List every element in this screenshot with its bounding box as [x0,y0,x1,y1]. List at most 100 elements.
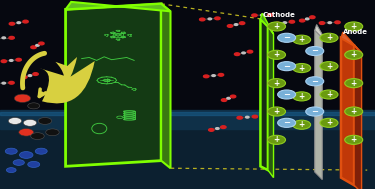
Circle shape [9,60,13,61]
Circle shape [292,92,310,101]
Circle shape [306,18,309,20]
Circle shape [14,94,31,102]
Circle shape [209,129,214,131]
Polygon shape [341,32,362,53]
Circle shape [278,90,296,99]
Circle shape [310,16,315,19]
Text: −: − [283,33,290,42]
Text: +: + [273,79,280,88]
Circle shape [306,46,324,56]
Circle shape [306,107,324,116]
Circle shape [31,46,36,49]
Circle shape [328,22,332,24]
Text: +: + [273,135,280,144]
Circle shape [267,135,285,144]
Text: +: + [298,35,305,44]
Circle shape [320,62,338,71]
Circle shape [345,107,363,116]
Text: +: + [351,135,357,144]
Text: +: + [298,120,305,129]
Circle shape [267,107,285,116]
Text: +: + [273,50,280,59]
Circle shape [278,33,296,42]
Circle shape [17,22,21,24]
Polygon shape [260,13,273,34]
Polygon shape [315,25,324,38]
Circle shape [2,82,6,84]
Circle shape [320,118,338,127]
Circle shape [267,50,285,59]
Circle shape [292,64,310,73]
Circle shape [9,81,14,84]
Circle shape [46,129,59,136]
Text: −: − [283,118,290,127]
Circle shape [218,74,223,76]
Circle shape [234,24,238,26]
Text: +: + [351,79,357,88]
Polygon shape [0,125,375,189]
Text: +: + [326,118,332,127]
Circle shape [6,168,16,173]
Circle shape [300,19,305,22]
Circle shape [208,18,212,20]
Bar [0,118,375,119]
Circle shape [345,135,363,144]
Circle shape [252,14,257,17]
Circle shape [1,60,6,63]
Text: +: + [326,62,332,71]
Text: −: − [311,107,318,116]
Bar [0,119,375,120]
Circle shape [2,37,6,39]
Circle shape [335,21,340,24]
Text: +: + [298,92,305,101]
Circle shape [28,103,40,109]
Circle shape [23,20,28,23]
Text: Anode: Anode [343,29,368,35]
Polygon shape [161,4,171,168]
Circle shape [9,36,14,39]
Circle shape [278,118,296,127]
Circle shape [261,14,264,16]
Circle shape [267,14,273,16]
Circle shape [212,75,215,77]
Text: +: + [351,107,357,116]
Circle shape [320,22,325,24]
Text: +: + [326,33,332,42]
Text: +: + [351,50,357,59]
Circle shape [221,99,227,101]
Circle shape [38,118,52,124]
Bar [0,117,375,118]
Circle shape [19,129,34,136]
Circle shape [320,33,338,42]
Circle shape [345,79,363,88]
Circle shape [234,53,240,56]
Circle shape [267,22,285,31]
Circle shape [242,52,245,54]
Polygon shape [66,4,161,166]
Circle shape [33,73,38,75]
Circle shape [252,115,258,118]
Circle shape [31,133,44,139]
FancyArrowPatch shape [40,57,95,103]
Text: +: + [351,22,357,31]
Circle shape [246,116,249,118]
Circle shape [320,90,338,99]
Text: −: − [311,46,318,56]
Polygon shape [315,30,322,180]
Polygon shape [66,2,171,11]
Circle shape [283,22,286,24]
Text: −: − [311,77,318,86]
Circle shape [28,161,40,167]
Text: −: − [283,90,290,99]
Polygon shape [354,45,362,189]
Bar [0,112,375,115]
Text: Cathode: Cathode [262,12,295,18]
Polygon shape [341,38,354,185]
Polygon shape [268,26,273,178]
Circle shape [22,76,27,78]
Circle shape [227,25,233,27]
Circle shape [230,95,236,98]
Circle shape [23,119,37,126]
Circle shape [5,148,17,154]
Circle shape [220,126,226,129]
